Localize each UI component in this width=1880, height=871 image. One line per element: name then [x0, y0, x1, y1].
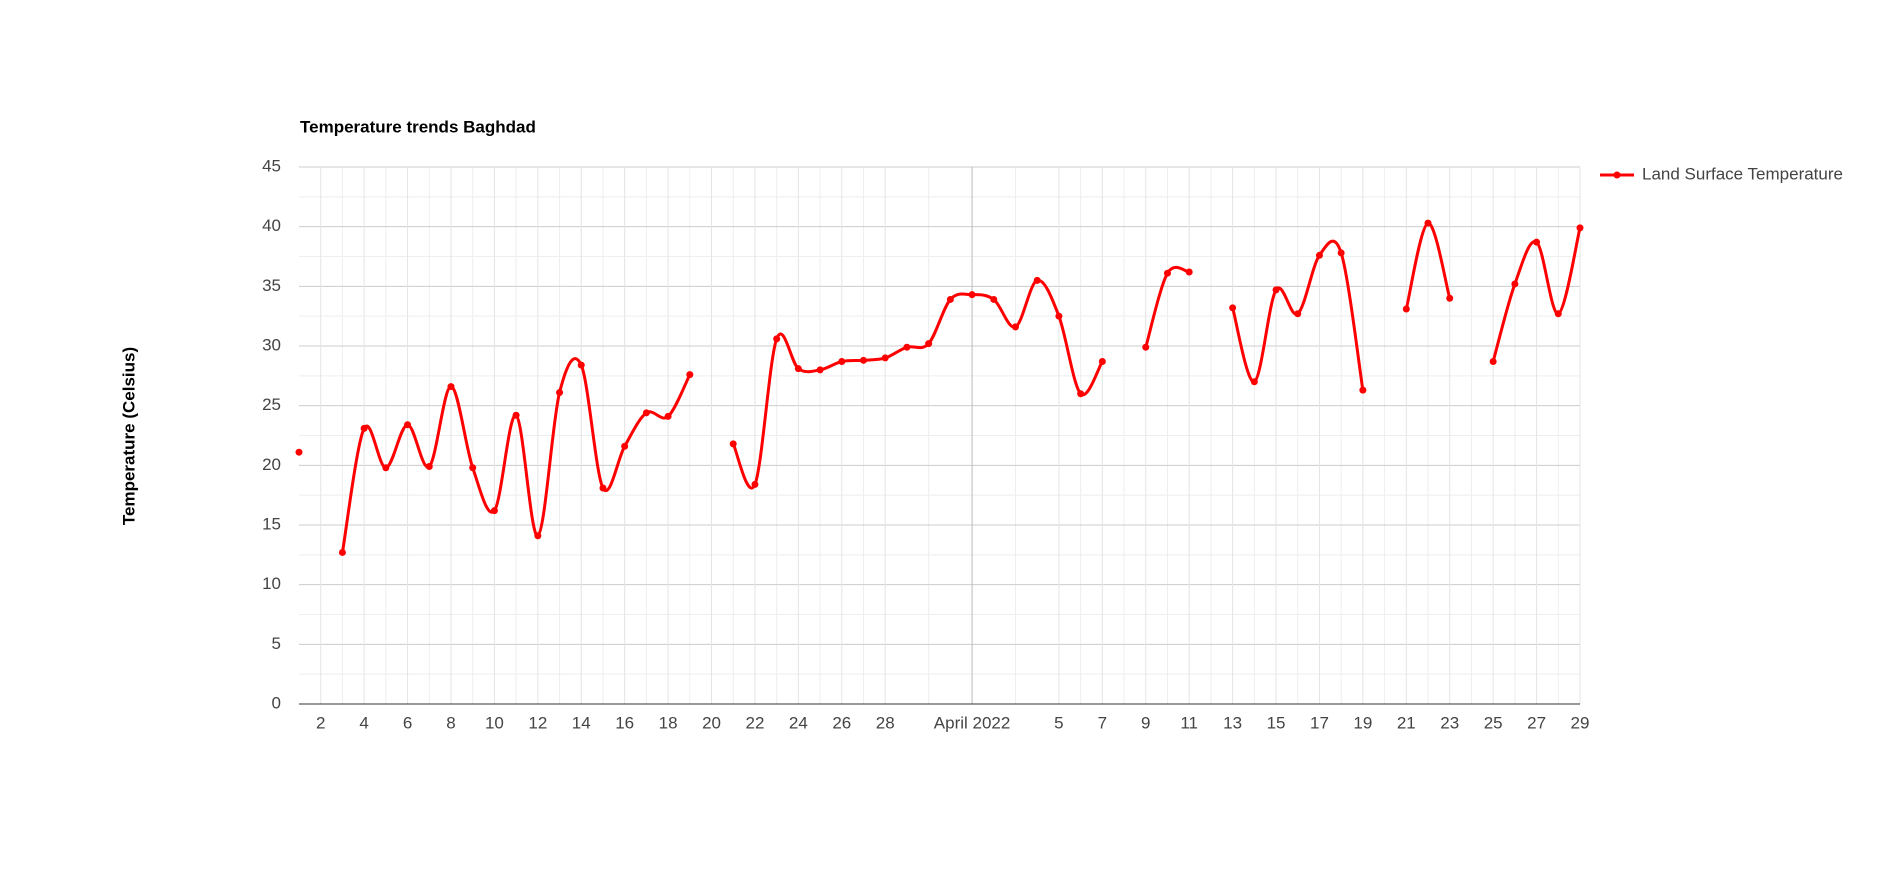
y-tick-label: 35 [262, 276, 281, 295]
point [1446, 294, 1454, 302]
point [990, 295, 998, 303]
point [642, 409, 650, 417]
point [1272, 286, 1280, 294]
point [1185, 268, 1193, 276]
point [577, 361, 585, 369]
y-axis-label: Temperature (Celsius) [119, 347, 138, 525]
point [1098, 358, 1106, 366]
point [1424, 219, 1432, 227]
x-tick-label: 19 [1353, 713, 1372, 732]
point [794, 365, 802, 373]
x-tick-label: 10 [485, 713, 504, 732]
x-tick-label: 9 [1141, 713, 1150, 732]
x-tick-label: 2 [316, 713, 325, 732]
point [729, 440, 737, 448]
point [1359, 386, 1367, 394]
point [751, 480, 759, 488]
x-tick-label: 5 [1054, 713, 1063, 732]
point [621, 442, 629, 450]
point [1033, 276, 1041, 284]
y-tick-label: 30 [262, 335, 281, 354]
x-tick-label: April 2022 [934, 713, 1011, 732]
x-tick-label: 23 [1440, 713, 1459, 732]
point [404, 421, 412, 429]
point [903, 343, 911, 351]
point [838, 358, 846, 366]
point [338, 548, 346, 556]
point [881, 354, 889, 362]
x-tick-label: 12 [528, 713, 547, 732]
y-tick-label: 20 [262, 455, 281, 474]
point [1294, 310, 1302, 318]
point [1077, 390, 1085, 398]
x-tick-label: 6 [403, 713, 412, 732]
x-tick-label: 25 [1484, 713, 1503, 732]
legend-marker [1613, 171, 1621, 179]
point [1250, 378, 1258, 386]
point [599, 484, 607, 492]
x-tick-label: 7 [1098, 713, 1107, 732]
point [295, 448, 303, 456]
point [1163, 269, 1171, 277]
point [1337, 249, 1345, 257]
point [1142, 343, 1150, 351]
point [469, 464, 477, 472]
point [556, 389, 564, 397]
x-tick-label: 13 [1223, 713, 1242, 732]
point [490, 507, 498, 515]
x-tick-label: 16 [615, 713, 634, 732]
point [1055, 312, 1063, 320]
x-tick-label: 4 [359, 713, 368, 732]
x-tick-label: 14 [572, 713, 591, 732]
x-tick-label: 11 [1180, 713, 1198, 732]
point [664, 412, 672, 420]
point [425, 463, 433, 471]
x-tick-label: 17 [1310, 713, 1329, 732]
point [686, 371, 694, 379]
point [1576, 224, 1584, 232]
x-tick-label: 24 [789, 713, 808, 732]
y-tick-label: 15 [262, 514, 281, 533]
x-tick-label: 28 [876, 713, 895, 732]
point [968, 291, 976, 299]
y-tick-label: 25 [262, 395, 281, 414]
point [1011, 323, 1019, 331]
y-tick-label: 5 [272, 634, 281, 653]
x-tick-label: 20 [702, 713, 721, 732]
point [1533, 238, 1541, 246]
point [925, 340, 933, 348]
legend-label: Land Surface Temperature [1642, 164, 1843, 183]
point [1315, 251, 1323, 259]
point [447, 383, 455, 391]
x-tick-label: 22 [745, 713, 764, 732]
point [1511, 280, 1519, 288]
y-tick-label: 40 [262, 216, 281, 235]
y-tick-label: 0 [272, 693, 281, 712]
y-tick-label: 45 [262, 156, 281, 175]
x-tick-label: 27 [1527, 713, 1546, 732]
point [1554, 310, 1562, 318]
point [860, 356, 868, 364]
point [773, 335, 781, 343]
point [534, 532, 542, 540]
point [946, 295, 954, 303]
point [382, 464, 390, 472]
point [1229, 304, 1237, 312]
x-tick-label: 26 [832, 713, 851, 732]
y-tick-label: 10 [262, 574, 281, 593]
line [340, 221, 1582, 553]
point [1489, 358, 1497, 366]
point [360, 424, 368, 432]
x-tick-label: 21 [1397, 713, 1416, 732]
x-tick-label: 8 [446, 713, 455, 732]
point [512, 411, 520, 419]
point [1402, 305, 1410, 313]
x-tick-label: 29 [1571, 713, 1590, 732]
chart-title: Temperature trends Baghdad [300, 117, 536, 136]
x-tick-label: 18 [659, 713, 678, 732]
x-tick-label: 15 [1267, 713, 1286, 732]
point [816, 366, 824, 374]
